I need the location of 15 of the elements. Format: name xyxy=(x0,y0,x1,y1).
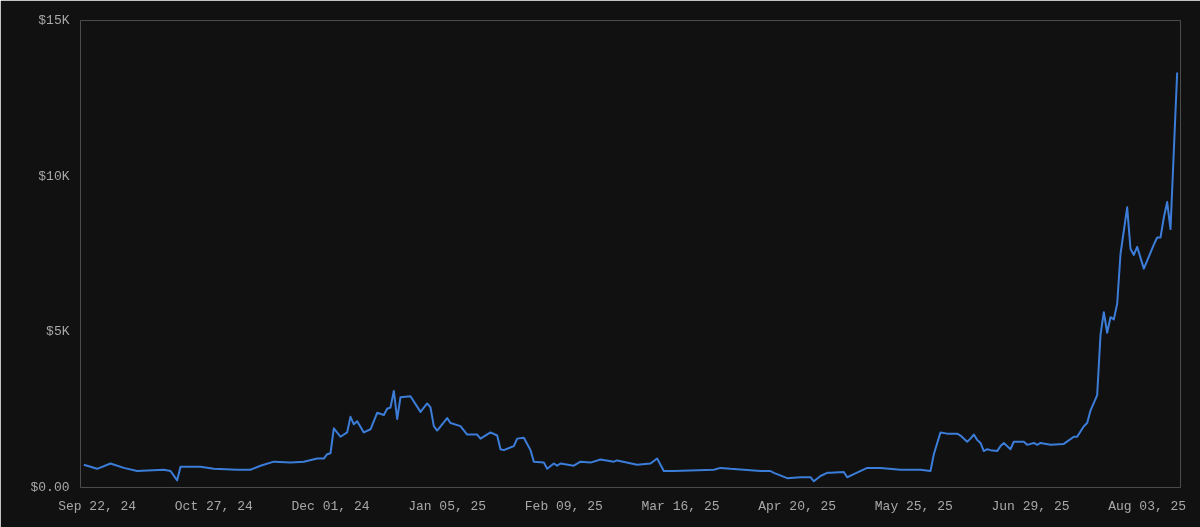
y-tick-label: $0.00 xyxy=(30,480,70,495)
x-tick-label: May 25, 25 xyxy=(874,498,953,514)
x-tick-label: Jun 29, 25 xyxy=(991,498,1070,514)
x-tick-label: Apr 20, 25 xyxy=(758,498,837,514)
x-tick-label: Feb 09, 25 xyxy=(524,498,603,514)
line-series xyxy=(82,71,1179,483)
x-tick-label: Aug 03, 25 xyxy=(1108,498,1187,514)
x-tick-label: Dec 01, 24 xyxy=(291,498,370,514)
x-tick-label: Oct 27, 24 xyxy=(174,498,254,514)
y-tick-label: $5K xyxy=(46,324,70,340)
x-tick-label: Jan 05, 25 xyxy=(408,498,487,514)
y-tick-label: $10K xyxy=(38,168,70,184)
x-tick-label: Sep 22, 24 xyxy=(58,498,137,514)
x-tick-label: Mar 16, 25 xyxy=(641,498,720,514)
y-tick-label: $15K xyxy=(38,13,70,28)
